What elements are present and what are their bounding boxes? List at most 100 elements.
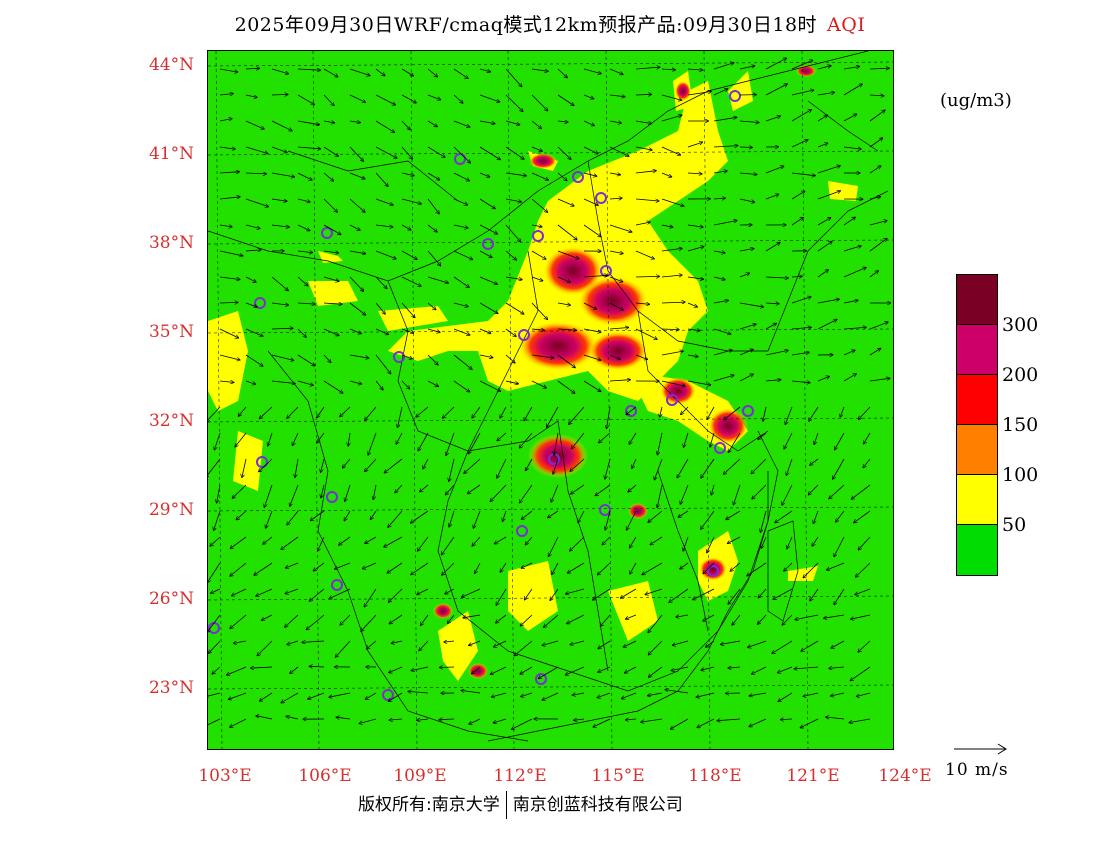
wind-arrow	[321, 484, 325, 498]
wind-arrow	[635, 303, 649, 304]
wind-arrow	[416, 406, 429, 417]
wind-arrow	[245, 380, 256, 384]
wind-arrow	[657, 484, 663, 508]
wind-arrow	[782, 484, 793, 505]
wind-arrow	[479, 224, 497, 234]
wind-arrow	[329, 692, 351, 697]
wind-arrow	[401, 172, 414, 176]
wind-arrow	[421, 614, 429, 625]
legend-label-50: 50	[1002, 514, 1027, 536]
wind-arrow	[309, 666, 325, 667]
wind-arrow	[817, 299, 839, 304]
wind-arrow	[710, 432, 715, 447]
wind-arrow	[726, 510, 741, 520]
wind-arrow	[574, 719, 585, 720]
wind-arrow	[724, 458, 741, 474]
wind-arrow	[364, 588, 377, 607]
wind-arrow	[389, 692, 403, 701]
wind-arrow	[232, 484, 247, 498]
wind-arrow	[843, 374, 856, 382]
wind-arrow	[260, 692, 273, 701]
wind-arrow	[313, 562, 325, 571]
wind-arrow	[365, 692, 377, 699]
wind-vectors	[208, 58, 890, 729]
wind-arrow	[843, 327, 866, 329]
wind-arrow	[230, 562, 247, 576]
pollution-hotspots	[433, 65, 816, 679]
wind-arrow	[843, 246, 861, 252]
wind-arrow	[505, 276, 522, 280]
wind-arrow	[345, 484, 351, 501]
wind-arrow	[367, 640, 377, 649]
wind-arrow	[209, 640, 221, 653]
wind-arrow	[817, 143, 828, 148]
wind-arrow	[765, 166, 784, 174]
wind-arrow	[453, 250, 473, 260]
station-marker	[254, 297, 266, 309]
wind-arrow	[687, 302, 697, 307]
wind-arrow	[817, 191, 840, 200]
wind-arrow	[713, 117, 737, 122]
wind-arrow	[453, 224, 468, 228]
wind-arrow	[389, 666, 403, 673]
wind-arrow	[234, 640, 247, 643]
wind-arrow	[245, 68, 259, 69]
wind-arrow	[803, 562, 819, 578]
wind-arrow	[349, 276, 364, 291]
wind-arrow	[494, 640, 507, 647]
wind-arrow	[245, 302, 257, 307]
wind-arrow	[817, 320, 837, 330]
wind-arrow	[469, 718, 481, 724]
wind-arrow	[245, 120, 264, 129]
wind-arrow	[302, 641, 325, 642]
wind-arrow	[673, 640, 689, 645]
wind-arrow	[641, 718, 663, 722]
wind-arrow	[635, 94, 652, 95]
wind-arrow	[512, 718, 533, 729]
wind-arrow	[869, 197, 881, 200]
wind-arrow	[661, 172, 672, 177]
wind-arrow	[721, 640, 741, 644]
wind-arrow	[427, 120, 437, 127]
wind-arrow	[420, 484, 429, 492]
wind-arrow	[401, 198, 421, 204]
wind-arrow	[375, 172, 388, 186]
wind-arrow	[526, 458, 533, 471]
wind-arrow	[869, 68, 889, 69]
wind-arrow	[661, 275, 682, 278]
wind-arrow	[479, 198, 495, 209]
wind-arrow	[551, 484, 559, 502]
wind-arrow	[370, 510, 377, 520]
wind-arrow	[464, 458, 481, 473]
wind-arrow	[583, 328, 601, 332]
wind-arrow	[632, 458, 637, 468]
wind-arrow	[583, 68, 601, 74]
wind-arrow	[680, 484, 689, 504]
wind-arrow	[308, 692, 325, 699]
wind-arrow	[831, 692, 845, 696]
wind-arrow	[760, 510, 767, 532]
latitude-gridline	[208, 506, 893, 512]
wind-arrow	[503, 510, 507, 521]
wind-arrow	[297, 94, 314, 105]
wind-arrow	[778, 692, 793, 702]
title-variable: AQI	[827, 14, 866, 36]
wind-arrow	[389, 614, 403, 624]
wind-arrow	[795, 614, 819, 620]
wind-arrow	[264, 484, 273, 507]
wind-arrow	[453, 380, 470, 392]
wind-arrow	[219, 381, 234, 382]
wind-arrow	[626, 719, 637, 720]
wind-arrow	[713, 251, 725, 253]
wind-arrow	[570, 458, 585, 471]
wind-arrow	[583, 146, 598, 154]
lat-label-38: 38°N	[148, 233, 194, 253]
wind-arrow	[479, 250, 492, 257]
station-marker	[532, 230, 544, 242]
footer-copyright: 版权所有:南京大学	[358, 795, 500, 815]
wind-arrow	[500, 406, 507, 418]
wind-arrow	[401, 68, 413, 76]
wind-arrow	[676, 615, 689, 617]
wind-arrow	[713, 89, 728, 96]
wind-arrow	[648, 692, 663, 696]
